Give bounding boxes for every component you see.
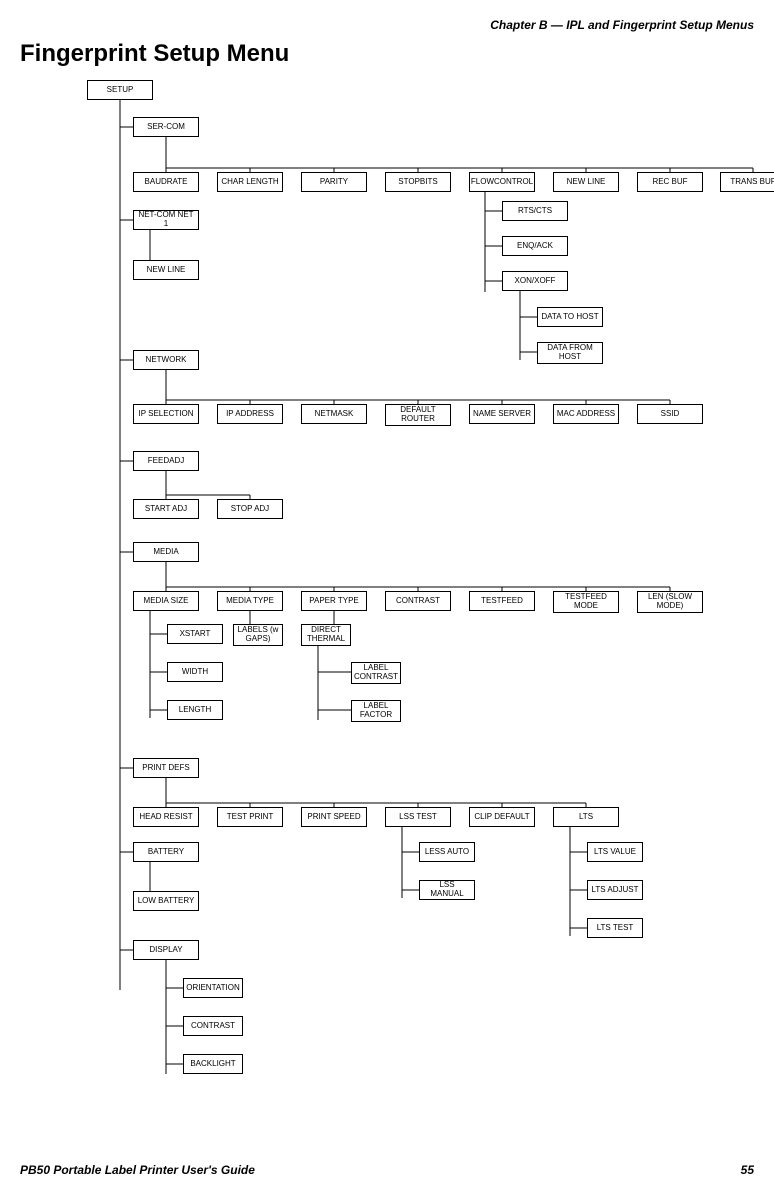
node-feedadj: FEEDADJ bbox=[133, 451, 199, 471]
node-papertype: PAPER TYPE bbox=[301, 591, 367, 611]
node-width: WIDTH bbox=[167, 662, 223, 682]
node-sercom: SER-COM bbox=[133, 117, 199, 137]
node-labels: LABELS (w GAPS) bbox=[233, 624, 283, 646]
node-lsstest: LSS TEST bbox=[385, 807, 451, 827]
page-title: Fingerprint Setup Menu bbox=[20, 40, 754, 68]
node-parity: PARITY bbox=[301, 172, 367, 192]
node-setup: SETUP bbox=[87, 80, 153, 100]
node-mediasize: MEDIA SIZE bbox=[133, 591, 199, 611]
node-lts: LTS bbox=[553, 807, 619, 827]
node-datafromhost: DATA FROM HOST bbox=[537, 342, 603, 364]
node-charlen: CHAR LENGTH bbox=[217, 172, 283, 192]
node-xonxoff: XON/XOFF bbox=[502, 271, 568, 291]
node-printspeed: PRINT SPEED bbox=[301, 807, 367, 827]
node-lfactor: LABEL FACTOR bbox=[351, 700, 401, 722]
node-printdefs: PRINT DEFS bbox=[133, 758, 199, 778]
node-testfeed: TESTFEED bbox=[469, 591, 535, 611]
node-stopadj: STOP ADJ bbox=[217, 499, 283, 519]
node-testprint: TEST PRINT bbox=[217, 807, 283, 827]
node-enqack: ENQ/ACK bbox=[502, 236, 568, 256]
node-rtscts: RTS/CTS bbox=[502, 201, 568, 221]
page-footer: PB50 Portable Label Printer User's Guide… bbox=[20, 1163, 754, 1177]
node-contrast-display: CONTRAST bbox=[183, 1016, 243, 1036]
node-network: NETWORK bbox=[133, 350, 199, 370]
node-backlight: BACKLIGHT bbox=[183, 1054, 243, 1074]
node-transbuf: TRANS BUF bbox=[720, 172, 774, 192]
node-ipsel: IP SELECTION bbox=[133, 404, 199, 424]
node-datatohost: DATA TO HOST bbox=[537, 307, 603, 327]
menu-tree-diagram: SETUP SER-COM BAUDRATE CHAR LENGTH PARIT… bbox=[60, 80, 774, 1140]
node-contrast-media: CONTRAST bbox=[385, 591, 451, 611]
footer-page: 55 bbox=[741, 1163, 754, 1177]
node-mediatype: MEDIA TYPE bbox=[217, 591, 283, 611]
chapter-header: Chapter B — IPL and Fingerprint Setup Me… bbox=[20, 18, 754, 32]
node-lenslow: LEN (SLOW MODE) bbox=[637, 591, 703, 613]
node-lowbattery: LOW BATTERY bbox=[133, 891, 199, 911]
node-testfeedmode: TESTFEED MODE bbox=[553, 591, 619, 613]
node-orientation: ORIENTATION bbox=[183, 978, 243, 998]
node-netcom: NET-COM NET 1 bbox=[133, 210, 199, 230]
node-display: DISPLAY bbox=[133, 940, 199, 960]
node-lcontrast: LABEL CONTRAST bbox=[351, 662, 401, 684]
node-recbuf: REC BUF bbox=[637, 172, 703, 192]
node-nameserver: NAME SERVER bbox=[469, 404, 535, 424]
node-dthermal: DIRECT THERMAL bbox=[301, 624, 351, 646]
node-startadj: START ADJ bbox=[133, 499, 199, 519]
node-lssmanual: LSS MANUAL bbox=[419, 880, 475, 900]
node-defroute: DEFAULT ROUTER bbox=[385, 404, 451, 426]
node-ltsvalue: LTS VALUE bbox=[587, 842, 643, 862]
node-netmask: NETMASK bbox=[301, 404, 367, 424]
node-clipdefault: CLIP DEFAULT bbox=[469, 807, 535, 827]
node-macaddr: MAC ADDRESS bbox=[553, 404, 619, 424]
node-xstart: XSTART bbox=[167, 624, 223, 644]
node-headresist: HEAD RESIST bbox=[133, 807, 199, 827]
node-baudrate: BAUDRATE bbox=[133, 172, 199, 192]
node-battery: BATTERY bbox=[133, 842, 199, 862]
node-newline-sercom: NEW LINE bbox=[553, 172, 619, 192]
node-ipaddr: IP ADDRESS bbox=[217, 404, 283, 424]
node-ssid: SSID bbox=[637, 404, 703, 424]
footer-guide: PB50 Portable Label Printer User's Guide bbox=[20, 1163, 255, 1177]
node-newline-netcom: NEW LINE bbox=[133, 260, 199, 280]
node-media: MEDIA bbox=[133, 542, 199, 562]
node-stopbits: STOPBITS bbox=[385, 172, 451, 192]
node-length: LENGTH bbox=[167, 700, 223, 720]
node-flowctrl: FLOWCONTROL bbox=[469, 172, 535, 192]
node-ltsadjust: LTS ADJUST bbox=[587, 880, 643, 900]
node-lessauto: LESS AUTO bbox=[419, 842, 475, 862]
node-ltstest: LTS TEST bbox=[587, 918, 643, 938]
